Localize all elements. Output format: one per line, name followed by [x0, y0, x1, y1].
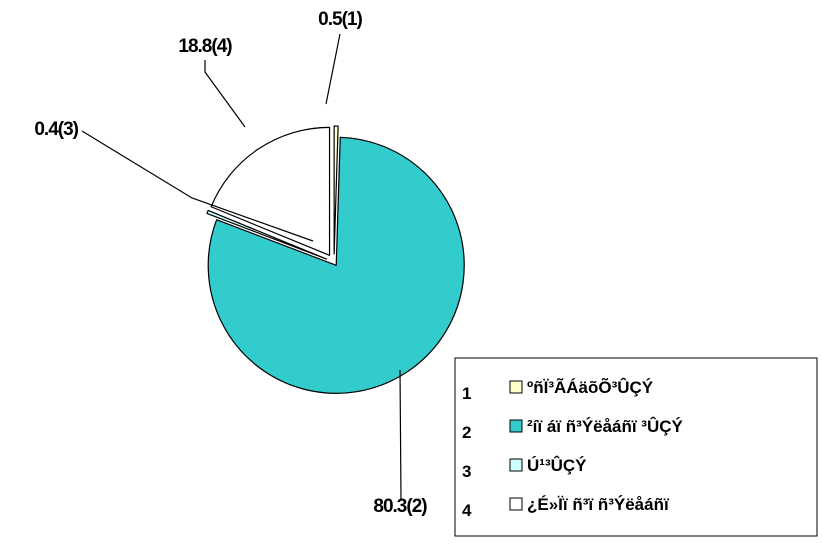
- legend-item: 3 Ú¹³ÛÇÝ: [462, 456, 587, 481]
- legend-item: 4 ¿É»Ïï ñ³ï ñ³Ýëåáñï: [462, 495, 670, 520]
- legend-number: 2: [462, 423, 471, 442]
- legend-label: ºñÏ³ÃÁäõÕ³ÛÇÝ: [527, 377, 654, 397]
- data-label-4: 18.8(4): [178, 36, 232, 57]
- legend-swatch: [509, 497, 523, 511]
- legend-number: 3: [462, 462, 471, 481]
- pie-slice-1: [333, 125, 339, 255]
- legend-label: ²íï áï ñ³Ýëåáñï ³ÛÇÝ: [527, 417, 684, 436]
- data-label-2: 80.3(2): [373, 496, 427, 517]
- data-label-3: 0.4(3): [34, 119, 78, 140]
- pie-slices: [206, 125, 465, 394]
- leader-line-4: [204, 60, 246, 128]
- data-label-1: 0.5(1): [318, 9, 362, 30]
- legend-swatch: [509, 419, 523, 433]
- pie-slice-4: [210, 126, 331, 256]
- legend: 1 ºñÏ³ÃÁäõÕ³ÛÇÝ 2 ²íï áï ñ³Ýëåáñï ³ÛÇÝ 3 Ú¹³Û…: [454, 357, 818, 537]
- pie-slice-2: [207, 136, 465, 394]
- leader-lines: [81, 33, 402, 501]
- legend-label: Ú¹³ÛÇÝ: [527, 456, 587, 475]
- legend-swatch: [509, 458, 523, 472]
- legend-swatch: [509, 380, 523, 394]
- legend-number: 4: [462, 501, 472, 520]
- leader-line-2: [399, 369, 402, 501]
- leader-line-3: [81, 130, 314, 242]
- pie-slice-3: [206, 209, 328, 260]
- leader-line-1: [325, 33, 341, 105]
- data-labels: 0.5(1) 80.3(2) 0.4(3) 18.8(4): [34, 9, 428, 517]
- legend-label: ¿É»Ïï ñ³ï ñ³Ýëåáñï: [527, 495, 670, 514]
- legend-number: 1: [462, 384, 471, 403]
- legend-item: 2 ²íï áï ñ³Ýëåáñï ³ÛÇÝ: [462, 417, 684, 442]
- legend-item: 1 ºñÏ³ÃÁäõÕ³ÛÇÝ: [462, 377, 654, 403]
